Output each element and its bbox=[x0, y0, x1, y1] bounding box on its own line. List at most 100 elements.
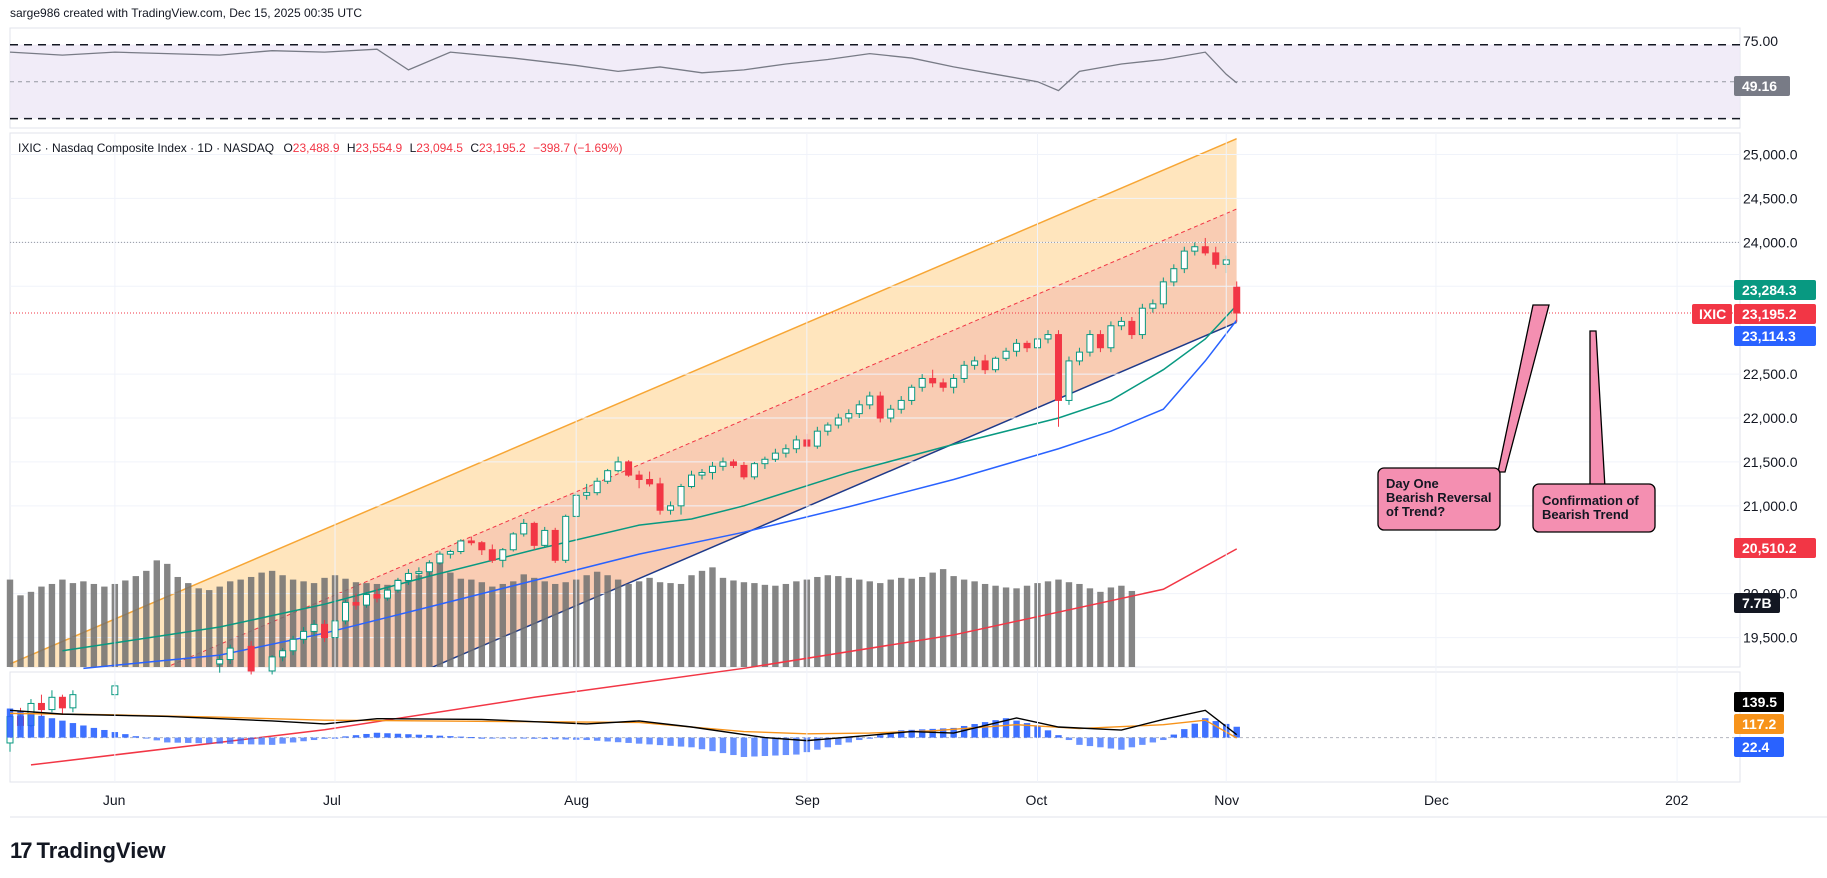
candle-body bbox=[1044, 334, 1052, 340]
macd-hist-bar bbox=[719, 737, 727, 754]
candle-body bbox=[373, 594, 381, 599]
volume-bar bbox=[814, 576, 821, 667]
time-tick-label: Oct bbox=[1026, 792, 1048, 808]
channel-lower-line bbox=[431, 321, 1237, 667]
volume-bar bbox=[929, 572, 936, 667]
volume-bar bbox=[289, 579, 297, 667]
candle-body bbox=[509, 533, 517, 551]
macd-hist-bar bbox=[394, 733, 402, 738]
volume-bar bbox=[646, 577, 653, 667]
candle-body bbox=[593, 480, 601, 494]
candle-body bbox=[667, 505, 675, 511]
symbol-legend: IXIC · Nasdaq Composite Index · 1D · NAS… bbox=[18, 141, 622, 155]
macd-hist-bar bbox=[17, 710, 24, 738]
volume-bar bbox=[101, 586, 108, 667]
last-price-tag bbox=[1734, 304, 1816, 324]
candle-body bbox=[310, 623, 318, 632]
macd-hist-bar bbox=[1139, 737, 1146, 745]
macd-hist-bar bbox=[185, 737, 192, 743]
volume-bar bbox=[719, 577, 727, 667]
macd-line bbox=[9, 709, 1238, 742]
annotation-day-one[interactable]: Day One Bearish Reversal of Trend? bbox=[1377, 304, 1550, 531]
macd-hist-bar bbox=[835, 737, 842, 745]
annotation-day-one-box bbox=[1377, 467, 1501, 531]
annotation-confirmation-box bbox=[1532, 483, 1656, 533]
candle-body bbox=[300, 630, 308, 640]
macd-hist-bar bbox=[373, 732, 381, 738]
legend-close-label: C bbox=[470, 141, 479, 155]
macd-hist-bar bbox=[1055, 735, 1062, 738]
volume-bar bbox=[635, 581, 643, 667]
volume-bar bbox=[426, 562, 433, 667]
volume-bar bbox=[499, 583, 506, 667]
time-tick-label: Sep bbox=[795, 792, 820, 808]
volume-bar bbox=[1118, 585, 1125, 667]
macd-hist-bar bbox=[1118, 737, 1125, 750]
macd-hist-bar bbox=[363, 733, 370, 738]
volume-bar bbox=[69, 583, 77, 667]
annotation-confirmation-pointer bbox=[1589, 330, 1606, 489]
candle-body bbox=[383, 589, 391, 599]
macd-hist-bar bbox=[268, 737, 276, 745]
candle-body bbox=[279, 650, 287, 658]
annotation-confirmation[interactable]: Confirmation of Bearish Trend bbox=[1532, 330, 1656, 533]
macd-hist-bar bbox=[929, 728, 936, 738]
hist-tag bbox=[1734, 737, 1784, 757]
macd-hist-bar bbox=[300, 737, 307, 742]
volume-bar bbox=[625, 583, 632, 667]
volume-bar bbox=[1023, 585, 1031, 667]
macd-hist-bar bbox=[1044, 730, 1052, 738]
regression-channel bbox=[10, 138, 1237, 667]
price-tick-label: 22,000.0 bbox=[1743, 410, 1798, 426]
volume-bar bbox=[939, 569, 947, 667]
candle-body bbox=[688, 474, 696, 488]
annotation-confirmation-line-2: Bearish Trend bbox=[1542, 507, 1629, 522]
volume-bar bbox=[835, 576, 842, 667]
signal-tag-text: 117.2 bbox=[1742, 716, 1776, 732]
candle-body bbox=[1212, 252, 1220, 265]
macd-pane bbox=[9, 671, 1741, 783]
macd-hist-bar bbox=[510, 737, 517, 739]
volume-bar bbox=[258, 572, 265, 667]
candle-body bbox=[530, 522, 538, 546]
macd-tag bbox=[1734, 692, 1784, 712]
candle-body bbox=[740, 464, 748, 478]
volume-bar bbox=[300, 581, 307, 667]
volume-bar bbox=[415, 575, 423, 667]
candle-body bbox=[446, 551, 454, 555]
candle-body bbox=[1149, 303, 1157, 309]
candle-body bbox=[771, 452, 779, 460]
volume-bar bbox=[782, 583, 790, 667]
macd-hist-bar bbox=[698, 737, 706, 750]
macd-hist-bar bbox=[457, 736, 465, 738]
candle-body bbox=[268, 656, 276, 672]
macd-hist-bar bbox=[237, 737, 244, 745]
candle-body bbox=[1201, 246, 1209, 254]
candle-body bbox=[1180, 250, 1188, 270]
volume-bar bbox=[908, 578, 915, 667]
candle-body bbox=[415, 571, 423, 574]
volume-bar bbox=[960, 579, 968, 667]
volume-bar bbox=[918, 576, 926, 667]
macd-hist-bar bbox=[1212, 721, 1219, 738]
candle-body bbox=[729, 461, 737, 466]
volume-bar bbox=[143, 570, 150, 667]
time-tick-label: Nov bbox=[1214, 792, 1239, 808]
legend-change: −398.7 (−1.69%) bbox=[533, 141, 622, 155]
volume-bar bbox=[6, 579, 14, 667]
candle-body bbox=[698, 471, 706, 476]
macd-hist-bar bbox=[960, 725, 968, 738]
macd-hist-bar bbox=[656, 737, 664, 746]
time-tick-label: Aug bbox=[564, 792, 589, 808]
candle-body bbox=[1023, 342, 1031, 349]
candle-body bbox=[1159, 281, 1167, 305]
candle-body bbox=[404, 572, 412, 581]
tradingview-logo[interactable]: 17 TradingView bbox=[10, 838, 166, 864]
volume-bar bbox=[772, 585, 779, 667]
volume-bar bbox=[751, 583, 758, 667]
macd-hist-bar bbox=[856, 737, 863, 741]
macd-hist-bar bbox=[772, 737, 779, 756]
volume-bar bbox=[856, 579, 863, 667]
candle-body bbox=[247, 645, 255, 672]
